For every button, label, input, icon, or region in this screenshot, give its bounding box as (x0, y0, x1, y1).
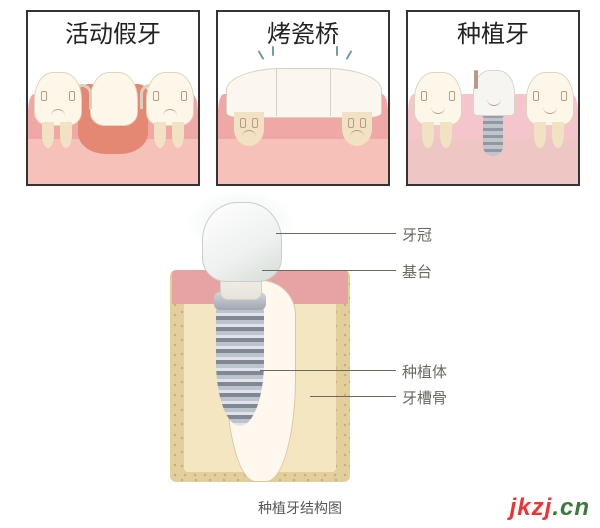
splash-icon (272, 46, 274, 56)
panel-removable-denture: 活动假牙 (26, 10, 200, 186)
tooth-root (440, 122, 452, 148)
natural-tooth-right (146, 72, 194, 126)
natural-tooth-left (414, 72, 462, 126)
tooth-face-icon (153, 91, 187, 101)
smile-mouth-icon (487, 99, 501, 106)
implant-crown-icon (473, 70, 515, 116)
tooth-root (552, 122, 564, 148)
splash-icon (258, 50, 265, 60)
bridge-seam (330, 68, 331, 116)
panel-dental-implant: 种植牙 (406, 10, 580, 186)
panel-title: 活动假牙 (28, 14, 198, 49)
tooth-face-icon (342, 118, 372, 128)
tooth-face-icon (421, 91, 455, 101)
leader-line (276, 233, 396, 234)
natural-tooth-left (34, 72, 82, 126)
panel-porcelain-bridge: 烤瓷桥 (216, 10, 390, 186)
smile-mouth-icon (543, 107, 557, 114)
sad-mouth-icon (242, 130, 256, 137)
tooth-face-icon (41, 91, 75, 101)
leader-line (262, 270, 396, 271)
label-implant-body: 种植体 (402, 361, 447, 382)
tooth-root (60, 122, 72, 148)
panel-title: 种植牙 (408, 14, 578, 49)
implant-cross-section (150, 210, 370, 490)
label-abutment: 基台 (402, 261, 432, 282)
bridge-seam (276, 68, 277, 116)
smile-mouth-icon (431, 107, 445, 114)
denture-tooth-middle (90, 72, 138, 126)
splash-icon (346, 50, 353, 60)
label-crown: 牙冠 (402, 224, 432, 245)
label-alveolar-bone: 牙槽骨 (402, 387, 447, 408)
panel-title: 烤瓷桥 (218, 14, 388, 49)
tooth-face-icon (234, 118, 264, 128)
implant-screw-icon (483, 116, 503, 156)
sad-mouth-icon (163, 109, 177, 116)
tooth-root (42, 122, 54, 148)
gum-area (28, 94, 198, 184)
diagram-stage: 活动假牙 烤瓷桥 (0, 0, 600, 528)
watermark: jkzj.cn (510, 494, 590, 522)
gum-area (408, 94, 578, 184)
leader-line (310, 396, 396, 397)
tooth-root (154, 122, 166, 148)
tooth-root (172, 122, 184, 148)
splash-icon (336, 46, 338, 56)
porcelain-bridge (226, 68, 382, 118)
gum-area (218, 94, 388, 184)
leader-line (260, 370, 396, 371)
tooth-root (534, 122, 546, 148)
sad-mouth-icon (51, 109, 65, 116)
tooth-root (422, 122, 434, 148)
tooth-face-icon (474, 71, 514, 89)
natural-tooth-right (526, 72, 574, 126)
sad-mouth-icon (350, 130, 364, 137)
tooth-face-icon (533, 91, 567, 101)
